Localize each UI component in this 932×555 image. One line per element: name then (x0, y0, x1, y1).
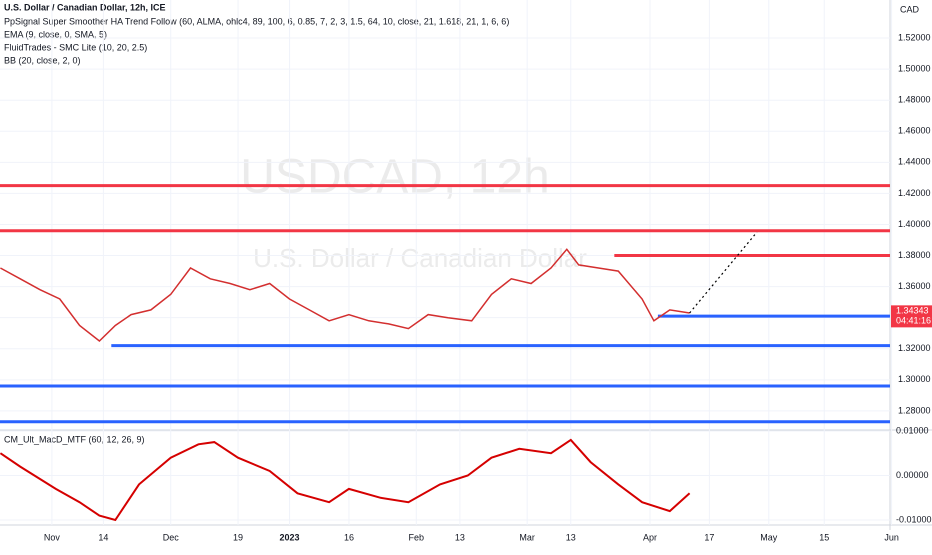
price-badge (891, 305, 932, 328)
x-tick-label: 14 (98, 532, 108, 542)
x-tick-label: 13 (455, 532, 465, 542)
x-tick-label: 2023 (280, 532, 300, 542)
y-tick-label: 1.36000 (898, 281, 931, 291)
y-tick-label: 0.01000 (896, 425, 929, 435)
x-tick-label: 13 (566, 532, 576, 542)
x-tick-label: 15 (819, 532, 829, 542)
indicator: PpSignal Super Smoother HA Trend Follow … (4, 16, 509, 26)
y-tick-label: 1.28000 (898, 405, 931, 415)
macd-title: CM_Ult_MacD_MTF (60, 12, 26, 9) (4, 434, 145, 444)
y-tick-label: 1.40000 (898, 219, 931, 229)
price-badge-label: 1.34343 (896, 306, 929, 316)
y-tick-label: 1.46000 (898, 126, 931, 136)
chart-title: U.S. Dollar / Canadian Dollar, 12h, ICE (4, 2, 166, 12)
indicator: FluidTrades - SMC Lite (10, 20, 2.5) (4, 42, 147, 52)
price-line (0, 248, 690, 342)
y-tick-label: 1.50000 (898, 64, 931, 74)
x-tick-label: Mar (519, 532, 535, 542)
x-tick-label: Jun (884, 532, 899, 542)
x-tick-label: Nov (44, 532, 61, 542)
x-tick-label: Dec (163, 532, 180, 542)
axis-unit: CAD (900, 4, 920, 14)
y-tick-label: 1.44000 (898, 157, 931, 167)
y-tick-label: 1.38000 (898, 250, 931, 260)
x-tick-label: 19 (233, 532, 243, 542)
y-tick-label: 1.32000 (898, 343, 931, 353)
y-tick-label: 1.52000 (898, 32, 931, 42)
x-tick-label: 17 (704, 532, 714, 542)
x-tick-label: Feb (409, 532, 425, 542)
indicator: EMA (9, close, 0, SMA, 5) (4, 29, 107, 39)
indicator: BB (20, close, 2, 0) (4, 55, 81, 65)
countdown: 04:41:16 (896, 316, 931, 326)
macd-line (0, 438, 691, 522)
y-tick-label: 1.30000 (898, 374, 931, 384)
y-tick-label: 1.42000 (898, 188, 931, 198)
x-tick-label: 16 (344, 532, 354, 542)
watermark: USDCAD, 12h (240, 151, 549, 204)
x-tick-label: Apr (643, 532, 657, 542)
y-tick-label: 0.00000 (896, 470, 929, 480)
y-tick-label: 1.48000 (898, 95, 931, 105)
y-tick-label: -0.01000 (896, 514, 932, 524)
x-tick-label: May (760, 532, 778, 542)
watermark-sub: U.S. Dollar / Canadian Dollar (253, 243, 587, 273)
